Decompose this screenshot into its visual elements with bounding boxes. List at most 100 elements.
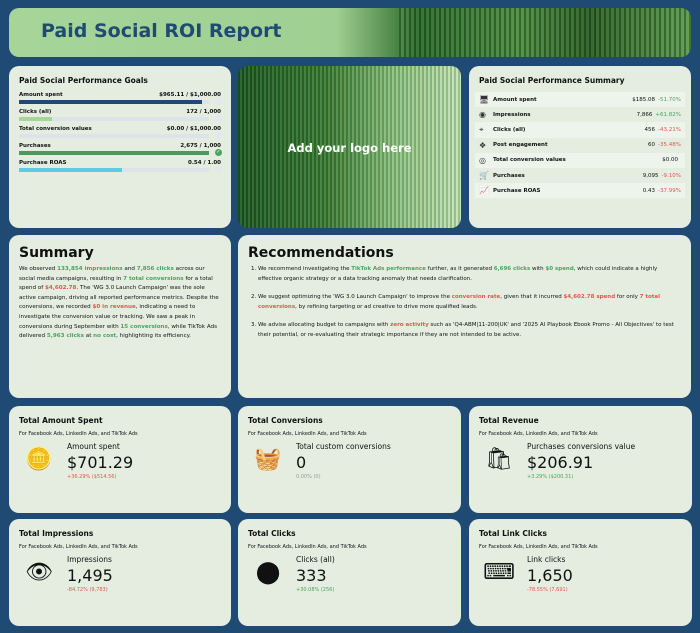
goal-item: Amount spent $965.11 / $1,000.00 — [19, 92, 222, 105]
summary-change: -43.21% — [658, 126, 681, 133]
engagement-icon: ❖ — [479, 140, 487, 150]
status-dot — [215, 115, 222, 122]
kpi-body: 🧺 Total custom conversions 0 0.00% (0) — [248, 442, 451, 480]
summary-label: Amount spent — [493, 96, 537, 103]
check-icon: ✓ — [215, 149, 222, 156]
text-segment: further, as it generated — [425, 266, 494, 272]
goal-progress-bar — [19, 166, 222, 173]
highlight-text: $4,602.78 spend — [563, 294, 616, 300]
goal-label: Clicks (all) — [19, 109, 52, 115]
logo-text: Add your logo here — [287, 141, 412, 155]
summary-label: Purchase ROAS — [493, 187, 541, 194]
kpi-metric: Total custom conversions 0 0.00% (0) — [296, 442, 391, 480]
highlight-text: $0 spend — [545, 266, 574, 272]
kpi-metric: Purchases conversions value $206.91 +3.29%… — [527, 442, 635, 480]
kpi-change: +3.29% ($200.31) — [527, 474, 574, 480]
text-segment: with — [530, 266, 546, 272]
goal-progress-fill — [19, 100, 203, 104]
kpi-subtitle: For Facebook Ads, LinkedIn Ads, and TikT… — [479, 544, 598, 550]
kpi-value: 1,650 — [527, 566, 573, 585]
kpi-metric-name: Amount spent — [67, 442, 120, 451]
goal-item: Purchases 2,675 / 1,000 ✓ — [19, 143, 222, 156]
text-segment: We recommend investigating the — [258, 266, 352, 272]
goal-value: $965.11 / $1,000.00 — [159, 92, 221, 98]
kpi-subtitle: For Facebook Ads, LinkedIn Ads, and TikT… — [479, 431, 598, 437]
highlight-text: 7 total conversions — [258, 294, 660, 310]
goal-item: Purchase ROAS 0.54 / 1.00 — [19, 160, 222, 173]
text-segment: and — [122, 266, 137, 272]
goal-row: Purchases 2,675 / 1,000 — [19, 143, 221, 149]
kpi-title: Total Revenue — [479, 416, 539, 425]
kpi-card: Total Conversions For Facebook Ads, Linke… — [238, 406, 461, 513]
kpi-body: 👁 Impressions 1,495 -84.72% (9,783) — [19, 555, 221, 593]
kpi-card: Total Amount Spent For Facebook Ads, Link… — [9, 406, 231, 513]
kpi-subtitle: For Facebook Ads, LinkedIn Ads, and TikT… — [248, 431, 367, 437]
basket-coins-icon: 🧺 — [254, 447, 282, 472]
summary-value: 0.43 — [642, 187, 656, 194]
header-decoration — [399, 8, 691, 57]
recommendation-item: We advise allocating budget to campaigns… — [258, 321, 681, 340]
text-segment: , indicating a need to investigate the c… — [19, 304, 196, 330]
kpi-title: Total Conversions — [248, 416, 323, 425]
performance-summary-card: Paid Social Performance Summary 🖥 Amount … — [469, 66, 691, 228]
summary-change: -37.99% — [658, 187, 681, 194]
kpi-body: 🪙 Amount spent $701.29 +36.29% ($514.56) — [19, 442, 221, 480]
summary-value: $0.00 — [662, 157, 678, 164]
highlight-text: 5,963 clicks — [46, 333, 84, 340]
kpi-card: Total Impressions For Facebook Ads, Linke… — [9, 519, 231, 626]
highlight-text: 7,856 clicks — [136, 266, 174, 272]
kpi-subtitle: For Facebook Ads, LinkedIn Ads, and TikT… — [248, 544, 367, 550]
logo-placeholder[interactable]: Add your logo here — [238, 66, 461, 228]
kpi-title: Total Clicks — [248, 529, 296, 538]
goal-progress-bar — [19, 98, 222, 105]
roas-icon: 📈 — [479, 186, 489, 196]
recommendation-item: We recommend investigating the TikTok Ad… — [258, 265, 681, 284]
kpi-metric: Link clicks 1,650 -78.55% (7,691) — [527, 555, 573, 593]
summary-change: +61.82% — [655, 111, 681, 118]
recommendations-title: Recommendations — [248, 245, 394, 261]
goal-label: Amount spent — [19, 92, 63, 98]
goal-row: Total conversion values $0.00 / $1,000.00 — [19, 126, 221, 132]
kpi-change: -78.55% (7,691) — [527, 587, 568, 593]
text-segment: such as 'Q4-ABM|11-200|UK' and '2025 AI … — [258, 322, 674, 338]
text-segment: , highlighting its efficiency. — [116, 333, 191, 340]
summary-row: 🖥 Amount spent $185.08 -51.70% — [475, 92, 685, 108]
goal-row: Amount spent $965.11 / $1,000.00 — [19, 92, 221, 98]
kpi-card: Total Revenue For Facebook Ads, LinkedIn … — [469, 406, 692, 513]
summary-change: -9.10% — [661, 172, 681, 179]
coins-icon: 🪙 — [25, 447, 53, 472]
summary-card: Summary We observed 133,854 impressions … — [9, 235, 231, 398]
summary-value: 60 — [648, 142, 656, 149]
highlight-text: no cost — [93, 333, 117, 340]
kpi-value: 1,495 — [67, 566, 113, 585]
kpi-value: 0 — [296, 453, 307, 472]
summary-row: ⌖ Clicks (all) 456 -43.21% — [475, 122, 685, 138]
kpi-value: $206.91 — [527, 453, 594, 472]
kpi-body: ⌨ Link clicks 1,650 -78.55% (7,691) — [479, 555, 682, 593]
kpi-change: +36.29% ($514.56) — [67, 474, 117, 480]
summary-label: Total conversion values — [493, 157, 566, 164]
goals-card: Paid Social Performance Goals Amount spe… — [9, 66, 231, 228]
goal-row: Clicks (all) 172 / 1,000 — [19, 109, 221, 115]
goal-progress-fill — [19, 168, 122, 172]
kpi-metric-name: Clicks (all) — [296, 555, 335, 564]
goal-label: Purchase ROAS — [19, 160, 67, 166]
cursor-click-icon: ⬤ — [255, 560, 281, 585]
page-title: Paid Social ROI Report — [41, 20, 282, 42]
text-segment: across our social media campaigns, resul… — [19, 266, 205, 282]
summary-value: 7,866 — [636, 111, 653, 118]
highlight-text: TikTok Ads performance — [351, 266, 426, 272]
summary-table-title: Paid Social Performance Summary — [479, 76, 625, 85]
highlight-text: 133,854 impressions — [57, 266, 123, 272]
goal-progress-fill — [19, 151, 209, 155]
goal-item: Total conversion values $0.00 / $1,000.00 — [19, 126, 222, 139]
text-segment: at — [83, 333, 94, 340]
kpi-change: -84.72% (9,783) — [67, 587, 108, 593]
text-segment: We suggest optimizing the 'WG 3.0 Launch… — [258, 294, 452, 300]
summary-text: We observed 133,854 impressions and 7,85… — [19, 265, 221, 342]
text-segment: , by refining targeting or ad creative t… — [295, 303, 478, 310]
text-segment: We observed — [19, 266, 58, 272]
kpi-value: $701.29 — [67, 453, 134, 472]
highlight-text: zero activity — [390, 322, 429, 328]
highlight-text: $4,602.78 — [44, 285, 77, 292]
